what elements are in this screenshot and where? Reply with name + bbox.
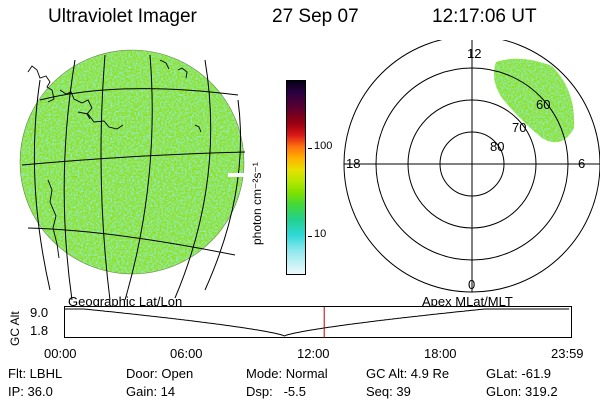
status-door: Door: Open [126, 366, 194, 381]
status-mode: Mode: Normal [246, 366, 328, 381]
mlat-label-80: 80 [490, 139, 505, 154]
status-seq: Seq: 39 [366, 384, 411, 399]
timeline-right-label: Apex MLat/MLT [422, 294, 513, 309]
status-dsp: Dsp: -5.5 [246, 384, 306, 399]
mlt-label-0: 0 [468, 277, 476, 292]
timeline-y-tick-min: 1.8 [30, 323, 49, 338]
status-filter: Flt: LBHL [8, 366, 63, 381]
mlat-label-70: 70 [512, 120, 527, 135]
altitude-curve [65, 308, 570, 337]
timeline-y-tick-max: 9.0 [30, 305, 49, 320]
mlt-label-18: 18 [346, 156, 361, 171]
colorbar-tickmark [308, 236, 312, 237]
status-glat: GLat: -61.9 [486, 366, 552, 381]
colorbar-tickmark [308, 148, 312, 149]
date-label: 27 Sep 07 [272, 6, 359, 27]
colorbar-tick-100: 100 [314, 140, 333, 152]
colorbar-unit-label: photon cm⁻²s⁻¹ [250, 162, 264, 245]
timeline-frame [64, 306, 572, 338]
instrument-title: Ultraviolet Imager [48, 6, 197, 27]
intensity-colorbar [286, 80, 306, 275]
mlat-label-60: 60 [536, 97, 551, 112]
timeline-axis-title: GC Alt [8, 311, 22, 346]
timeline-x-tick-1800: 18:00 [424, 346, 457, 361]
timeline-left-label: Geographic Lat/Lon [68, 294, 183, 309]
timeline-x-tick-1200: 12:00 [297, 346, 330, 361]
timeline-x-tick-0000: 00:00 [44, 346, 77, 361]
timeline-x-tick-2359: 23:59 [551, 346, 584, 361]
altitude-timeline [64, 306, 572, 338]
mlt-label-6: 6 [578, 156, 586, 171]
status-gc-alt: GC Alt: 4.9 Re [366, 366, 450, 381]
colorbar-tick-10: 10 [314, 228, 327, 240]
status-ip: IP: 36.0 [8, 384, 53, 399]
timeline-x-tick-0600: 06:00 [170, 346, 203, 361]
mlt-label-12: 12 [467, 46, 482, 61]
geographic-image [19, 49, 246, 300]
status-gain: Gain: 14 [126, 384, 176, 399]
polar-plot [343, 40, 600, 293]
time-label: 12:17:06 UT [432, 6, 537, 27]
status-glon: GLon: 319.2 [486, 384, 558, 399]
